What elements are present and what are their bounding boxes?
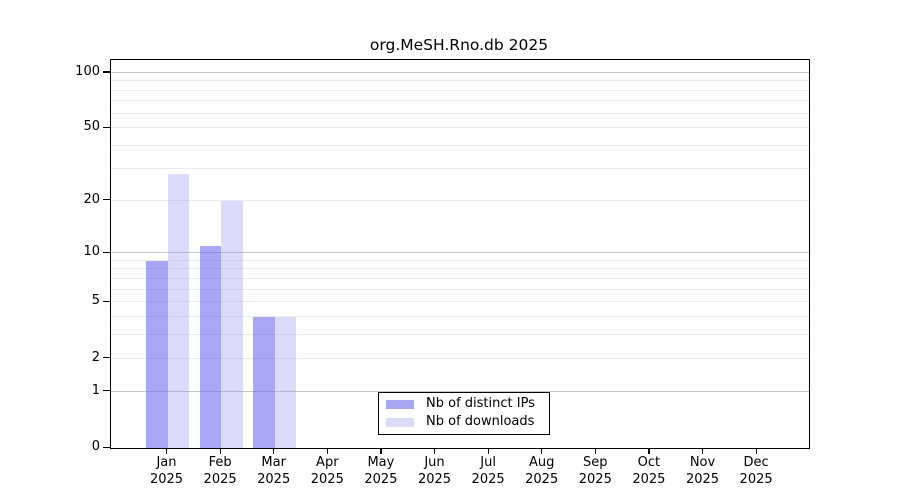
x-tick-jun — [434, 448, 436, 455]
legend-swatch-distinct-ips — [386, 399, 414, 409]
x-tick-nov — [702, 448, 704, 455]
x-tick-oct — [648, 448, 650, 455]
bar-feb-downloads — [221, 200, 243, 448]
x-tick-label-jul: Jul 2025 — [471, 455, 505, 487]
gridline-50 — [111, 127, 809, 129]
x-tick-dec — [755, 448, 757, 455]
gridline-2 — [111, 357, 809, 359]
y-tick-20 — [103, 199, 110, 201]
bar-mar-downloads — [274, 317, 297, 448]
gridline-30 — [111, 167, 809, 169]
y-tick-0 — [103, 446, 110, 448]
x-tick-label-dec: Dec 2025 — [739, 455, 773, 487]
x-tick-label-feb: Feb 2025 — [203, 455, 237, 487]
x-tick-mar — [273, 448, 275, 455]
gridline-5 — [111, 301, 809, 303]
gridline-60 — [111, 112, 809, 114]
bar-jan-downloads — [167, 174, 189, 448]
gridline-20 — [111, 199, 809, 201]
y-tick-10 — [103, 251, 110, 253]
x-tick-label-mar: Mar 2025 — [257, 455, 291, 487]
legend-item-distinct-ips: Nb of distinct IPs — [386, 397, 541, 411]
gridline-4 — [111, 316, 809, 318]
x-tick-feb — [219, 448, 221, 455]
x-tick-aug — [541, 448, 543, 455]
x-tick-label-apr: Apr 2025 — [310, 455, 344, 487]
x-tick-label-may: May 2025 — [364, 455, 398, 487]
bar-mar-distinct-ips — [253, 317, 275, 448]
y-tick-1 — [103, 390, 110, 392]
x-tick-label-oct: Oct 2025 — [632, 455, 666, 487]
x-tick-label-sep: Sep 2025 — [578, 455, 612, 487]
x-tick-apr — [326, 448, 329, 455]
y-tick-label-0: 0 — [91, 439, 100, 454]
x-tick-label-jun: Jun 2025 — [417, 455, 452, 487]
x-tick-label-aug: Aug 2025 — [525, 455, 559, 487]
x-tick-jul — [487, 448, 489, 455]
y-tick-label-20: 20 — [83, 191, 100, 207]
legend-label-downloads: Nb of downloads — [426, 414, 535, 429]
x-tick-label-nov: Nov 2025 — [685, 455, 720, 487]
bar-feb-distinct-ips — [199, 246, 222, 448]
legend-item-downloads: Nb of downloads — [386, 415, 541, 429]
y-tick-5 — [103, 300, 110, 303]
legend: Nb of distinct IPs Nb of downloads — [378, 392, 550, 435]
y-tick-50 — [103, 126, 110, 129]
gridline-10 — [111, 252, 809, 254]
gridline-3 — [111, 334, 809, 336]
gridline-40 — [111, 145, 809, 147]
y-tick-label-50: 50 — [83, 119, 100, 135]
x-tick-label-jan: Jan 2025 — [149, 455, 184, 487]
y-tick-label-10: 10 — [83, 244, 100, 260]
gridline-6 — [111, 288, 809, 290]
y-tick-label-2: 2 — [91, 349, 100, 365]
legend-label-distinct-ips: Nb of distinct IPs — [426, 396, 535, 411]
gridline-7 — [111, 277, 809, 279]
legend-swatch-downloads — [386, 417, 414, 427]
x-tick-sep — [594, 448, 597, 455]
y-tick-label-5: 5 — [91, 293, 100, 309]
y-tick-label-100: 100 — [75, 63, 100, 79]
gridline-80 — [111, 89, 809, 91]
gridline-1 — [111, 390, 809, 392]
y-tick-100 — [103, 71, 110, 73]
y-tick-label-1: 1 — [91, 382, 100, 398]
chart-title: org.MeSH.Rno.db 2025 — [369, 36, 549, 54]
x-tick-may — [380, 448, 382, 455]
gridline-70 — [111, 100, 809, 102]
x-tick-jan — [166, 448, 168, 455]
plot-area — [110, 59, 810, 449]
gridline-8 — [111, 268, 809, 270]
bar-jan-distinct-ips — [146, 260, 168, 448]
gridline-100 — [111, 71, 809, 73]
gridline-9 — [111, 259, 809, 261]
y-tick-2 — [103, 357, 110, 359]
gridline-90 — [111, 80, 809, 82]
